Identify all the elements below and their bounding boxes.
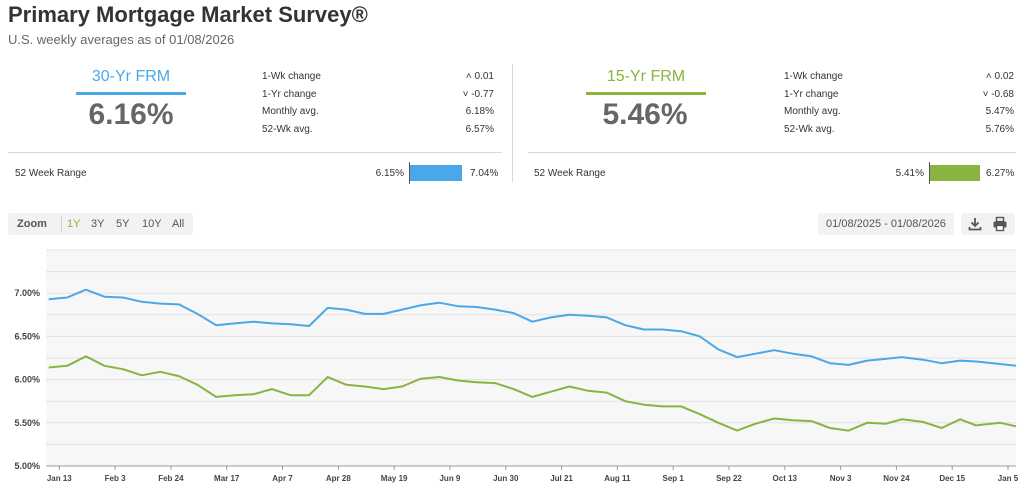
y-tick-label: 6.50% bbox=[14, 331, 40, 341]
zoom-label: Zoom bbox=[17, 218, 47, 230]
stat-value: 6.18% bbox=[465, 106, 494, 117]
page-title: Primary Mortgage Market Survey® bbox=[8, 2, 368, 27]
stat-row: Monthly avg. 6.18% bbox=[262, 103, 494, 121]
zoom-1y-button[interactable]: 1Y bbox=[67, 218, 81, 230]
zoom-10y-button[interactable]: 10Y bbox=[142, 218, 162, 230]
zoom-all-button[interactable]: All bbox=[172, 218, 185, 230]
print-icon[interactable] bbox=[992, 216, 1008, 232]
series-line-15yr bbox=[48, 355, 1017, 432]
zoom-5y-button[interactable]: 5Y bbox=[116, 218, 130, 230]
frm15-panel: 15-Yr FRM 5.46% 1-Wk change ˄ 0.02 1-Yr c… bbox=[528, 58, 1016, 188]
stat-label: 1-Yr change bbox=[262, 88, 317, 100]
stat-row: 1-Yr change ˅ -0.68 bbox=[784, 86, 1014, 104]
stat-label: 52-Wk avg. bbox=[262, 123, 313, 135]
divider bbox=[528, 152, 1016, 153]
date-range-selector[interactable]: 01/08/2025 - 01/08/2026 bbox=[818, 213, 954, 235]
x-tick-label: May 19 bbox=[381, 474, 408, 483]
frm15-name: 15-Yr FRM bbox=[606, 68, 686, 85]
rate-history-chart[interactable]: 5.00% 5.50% 6.00% 6.50% 7.00% Jan 13 Feb 3 Feb … bbox=[0, 244, 1024, 495]
frm30-current-marker bbox=[409, 162, 410, 184]
x-tick-label: Apr 28 bbox=[326, 474, 351, 483]
frm30-range-label: 52 Week Range bbox=[15, 168, 87, 179]
y-tick-label: 5.00% bbox=[14, 461, 40, 471]
zoom-toolbar: Zoom 1Y 3Y 5Y 10Y All bbox=[8, 213, 193, 235]
x-tick-label: Sep 22 bbox=[716, 474, 742, 483]
frm30-panel: 30-Yr FRM 6.16% 1-Wk change ˄ 0.01 1-Yr c… bbox=[8, 58, 504, 188]
frm30-stats: 1-Wk change ˄ 0.01 1-Yr change ˅ -0.77 Mon… bbox=[262, 68, 494, 138]
stat-value: ˅ -0.77 bbox=[462, 88, 494, 100]
arrow-down-icon: ˅ bbox=[462, 88, 472, 100]
stat-value: ˄ 0.01 bbox=[465, 71, 494, 82]
frm15-range-low: 5.41% bbox=[895, 168, 924, 179]
stat-value: ˅ -0.68 bbox=[982, 88, 1014, 100]
frm15-rate: 5.46% bbox=[602, 98, 688, 131]
frm30-range-bar bbox=[410, 165, 462, 181]
stat-row: 1-Wk change ˄ 0.02 bbox=[784, 68, 1014, 86]
x-tick-label: Nov 24 bbox=[883, 474, 910, 483]
stat-label: Monthly avg. bbox=[784, 106, 841, 117]
x-tick-label: Aug 11 bbox=[604, 474, 631, 483]
frm15-stats: 1-Wk change ˄ 0.02 1-Yr change ˅ -0.68 Mon… bbox=[784, 68, 1014, 138]
stat-value: 5.76% bbox=[985, 123, 1014, 135]
frm15-underline bbox=[586, 92, 706, 95]
stat-value: 5.47% bbox=[985, 106, 1014, 117]
frm30-range-high: 7.04% bbox=[470, 168, 499, 179]
y-tick-label: 5.50% bbox=[14, 418, 40, 428]
x-tick-label: Jun 9 bbox=[439, 474, 460, 483]
x-tick-label: Mar 17 bbox=[214, 474, 240, 483]
series-line-30yr bbox=[48, 288, 1017, 367]
frm15-range-label: 52 Week Range bbox=[534, 168, 606, 179]
x-tick-label: Feb 3 bbox=[105, 474, 126, 483]
divider bbox=[8, 152, 502, 153]
x-tick-label: Feb 24 bbox=[158, 474, 184, 483]
frm30-underline bbox=[76, 92, 186, 95]
x-tick-label: Apr 7 bbox=[272, 474, 293, 483]
arrow-down-icon: ˅ bbox=[982, 88, 992, 100]
x-tick-label: Jan 13 bbox=[47, 474, 72, 483]
x-tick-label: Dec 15 bbox=[939, 474, 965, 483]
zoom-divider bbox=[61, 216, 62, 232]
y-tick-label: 6.00% bbox=[14, 375, 40, 385]
x-tick-label: Nov 3 bbox=[830, 474, 852, 483]
stat-value: 6.57% bbox=[465, 123, 494, 135]
stat-row: 1-Wk change ˄ 0.01 bbox=[262, 68, 494, 86]
download-icon[interactable] bbox=[967, 216, 983, 232]
stat-row: Monthly avg. 5.47% bbox=[784, 103, 1014, 121]
x-tick-label: Oct 13 bbox=[773, 474, 798, 483]
zoom-3y-button[interactable]: 3Y bbox=[91, 218, 105, 230]
frm15-current-marker bbox=[929, 162, 930, 184]
y-tick-label: 7.00% bbox=[14, 288, 40, 298]
stat-label: 1-Wk change bbox=[784, 71, 843, 82]
page-subtitle: U.S. weekly averages as of 01/08/2026 bbox=[8, 32, 235, 47]
stat-label: 52-Wk avg. bbox=[784, 123, 835, 135]
arrow-up-icon: ˄ bbox=[985, 71, 995, 82]
frm30-range-low: 6.15% bbox=[375, 168, 404, 179]
stat-label: Monthly avg. bbox=[262, 106, 319, 117]
frm15-range-bar bbox=[930, 165, 980, 181]
stat-row: 52-Wk avg. 5.76% bbox=[784, 121, 1014, 139]
arrow-up-icon: ˄ bbox=[465, 71, 475, 82]
frm15-range-high: 6.27% bbox=[986, 168, 1015, 179]
stat-label: 1-Yr change bbox=[784, 88, 839, 100]
stat-label: 1-Wk change bbox=[262, 71, 321, 82]
x-tick-label: Jul 21 bbox=[550, 474, 573, 483]
x-tick-label: Sep 1 bbox=[663, 474, 685, 483]
x-tick-label: Jan 5 bbox=[998, 474, 1019, 483]
chart-tools bbox=[961, 213, 1015, 235]
stat-row: 1-Yr change ˅ -0.77 bbox=[262, 86, 494, 104]
stat-value: ˄ 0.02 bbox=[985, 71, 1014, 82]
stat-row: 52-Wk avg. 6.57% bbox=[262, 121, 494, 139]
x-tick-label: Jun 30 bbox=[493, 474, 519, 483]
frm30-name: 30-Yr FRM bbox=[91, 68, 171, 85]
panel-divider bbox=[512, 64, 513, 182]
frm30-rate: 6.16% bbox=[88, 98, 174, 131]
